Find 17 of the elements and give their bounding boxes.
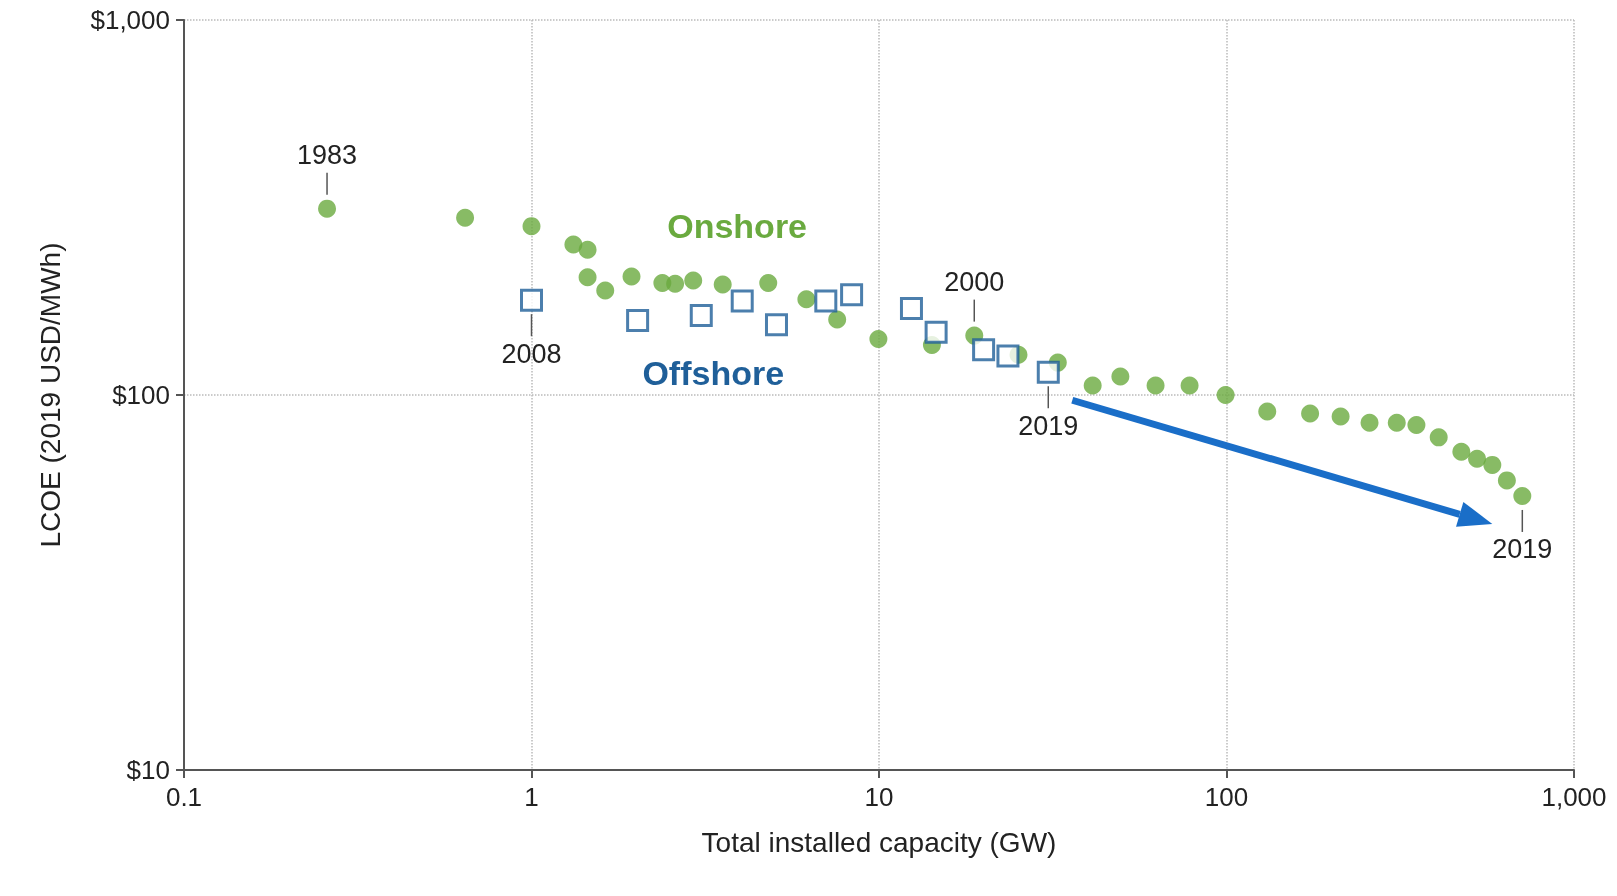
annotation: 2019 — [1018, 410, 1079, 441]
y-tick-label: $100 — [112, 380, 170, 410]
x-axis-title: Total installed capacity (GW) — [701, 826, 1057, 858]
y-axis-title: LCOE (2019 USD/MWh) — [34, 242, 66, 548]
annotation: 2019 — [1492, 534, 1553, 565]
x-tick-label: 0.1 — [165, 782, 203, 812]
annotation: 1983 — [297, 140, 358, 171]
annotation: 2000 — [944, 267, 1005, 298]
x-tick-label: 100 — [1204, 782, 1249, 812]
annotation: 2008 — [501, 338, 562, 369]
y-tick-label: $1,000 — [90, 5, 170, 35]
y-tick-label: $10 — [126, 755, 170, 785]
x-tick-label: 1,000 — [1541, 782, 1607, 812]
series-label: Offshore — [642, 354, 785, 393]
series-label: Onshore — [667, 206, 808, 245]
x-tick-label: 10 — [864, 782, 894, 812]
x-tick-label: 1 — [524, 782, 539, 812]
